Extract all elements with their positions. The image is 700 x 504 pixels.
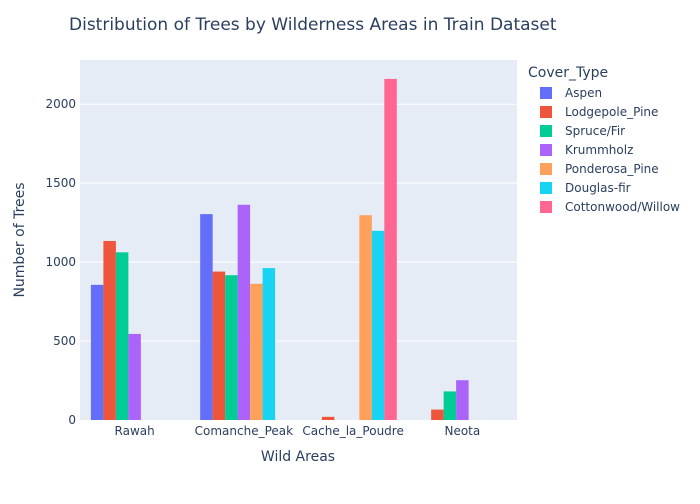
- gridlines: [80, 103, 517, 342]
- axes: 0 500 1000 1500 2000 Rawah Comanche_Peak Cache_…: [45, 97, 480, 438]
- legend-swatch[interactable]: [540, 106, 552, 118]
- legend-swatch[interactable]: [540, 182, 552, 194]
- x-tick-label: Cache_la_Poudre: [302, 424, 403, 438]
- plot-area: [80, 60, 517, 420]
- legend-item-label[interactable]: Ponderosa_Pine: [565, 162, 659, 176]
- x-tick-label: Rawah: [115, 424, 155, 438]
- bar: [200, 214, 213, 420]
- x-tick-label: Comanche_Peak: [195, 424, 294, 438]
- legend-item-label[interactable]: Krummholz: [565, 143, 633, 157]
- legend-item-label[interactable]: Douglas-fir: [565, 181, 631, 195]
- y-tick-label: 0: [68, 413, 76, 427]
- bar: [431, 409, 444, 420]
- legend-item-label[interactable]: Cottonwood/Willow: [565, 200, 680, 214]
- bar: [371, 230, 385, 420]
- legend-swatch[interactable]: [540, 201, 552, 213]
- bar: [456, 380, 469, 420]
- bar: [237, 204, 251, 420]
- bar: [443, 391, 457, 420]
- bar: [212, 271, 226, 420]
- bar: [115, 252, 129, 420]
- bar: [225, 275, 238, 420]
- bar: [359, 215, 372, 420]
- chart-title: Distribution of Trees by Wilderness Area…: [69, 15, 557, 35]
- bar: [128, 333, 141, 420]
- x-tick-label: Neota: [444, 424, 480, 438]
- bar: [90, 284, 104, 420]
- legend-item-label[interactable]: Lodgepole_Pine: [565, 105, 658, 119]
- bar: [262, 268, 276, 420]
- legend-swatch[interactable]: [540, 87, 552, 99]
- legend-swatch[interactable]: [540, 163, 552, 175]
- legend-item-label[interactable]: Aspen: [565, 86, 602, 100]
- y-tick-label: 2000: [45, 97, 76, 111]
- y-tick-label: 500: [53, 334, 76, 348]
- bar: [250, 283, 263, 420]
- bar: [321, 416, 335, 420]
- bars: [90, 78, 469, 421]
- legend-title: Cover_Type: [528, 65, 608, 81]
- legend-swatch[interactable]: [540, 144, 552, 156]
- y-axis-title: Number of Trees: [12, 182, 28, 297]
- legend-swatch[interactable]: [540, 125, 552, 137]
- bar: [384, 78, 397, 421]
- y-tick-label: 1500: [45, 176, 76, 190]
- y-tick-label: 1000: [45, 255, 76, 269]
- x-axis-title: Wild Areas: [261, 449, 335, 465]
- bar: [103, 240, 116, 420]
- legend: Cover_Type Aspen Lodgepole_Pine Spruce/Fir K…: [528, 65, 680, 214]
- legend-item-label[interactable]: Spruce/Fir: [565, 124, 625, 138]
